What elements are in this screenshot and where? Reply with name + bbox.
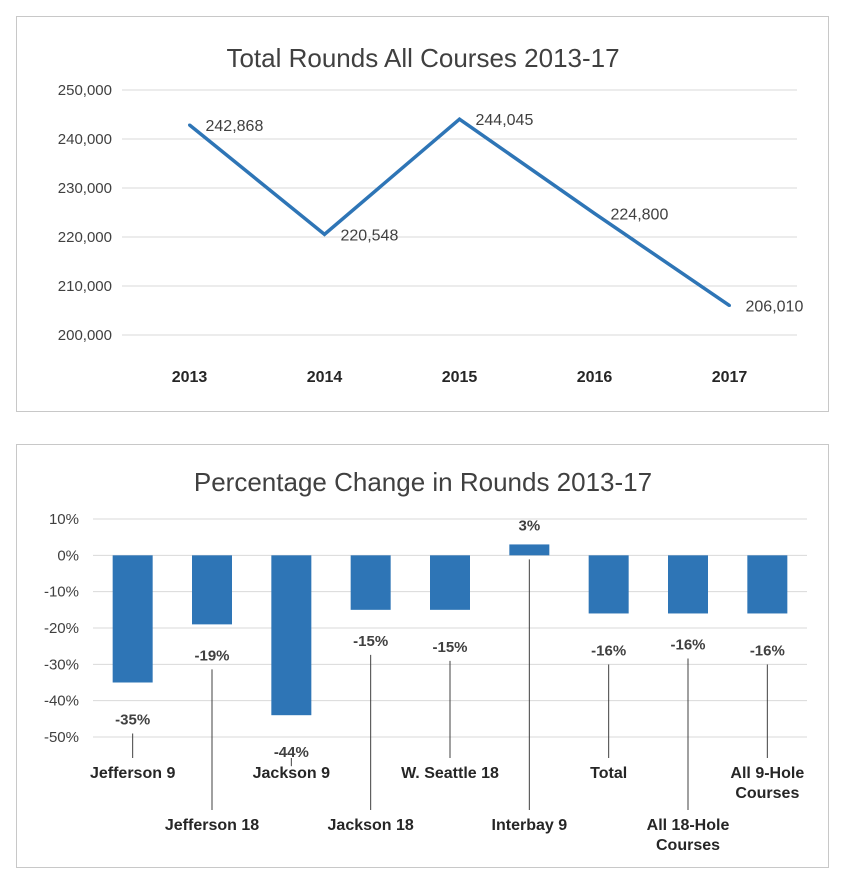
data-label: -15%	[353, 633, 388, 650]
x-tick-label: 2016	[577, 369, 613, 386]
y-tick-label: -10%	[44, 584, 79, 601]
bar	[192, 555, 232, 625]
bar-chart: Percentage Change in Rounds 2013-17 10% 0%…	[44, 467, 807, 854]
data-point	[593, 211, 596, 215]
x-tick-label: W. Seattle 18	[401, 765, 499, 782]
line-chart: Total Rounds All Courses 2013-17 200,000 2…	[58, 43, 804, 386]
y-tick-label: -40%	[44, 693, 79, 710]
y-tick-label: 10%	[49, 511, 79, 528]
bar	[588, 555, 629, 614]
y-tick-label: 210,000	[58, 278, 112, 295]
data-label: -16%	[750, 642, 785, 659]
x-tick-label: Interbay 9	[492, 817, 568, 834]
data-point	[728, 304, 731, 308]
chart-title: Total Rounds All Courses 2013-17	[226, 43, 619, 73]
y-tick-label: -50%	[44, 729, 79, 746]
x-tick-label: 2013	[172, 369, 208, 386]
x-tick-label: All 9-Hole	[730, 765, 804, 782]
bar	[747, 555, 788, 614]
x-tick-label: Total	[590, 765, 627, 782]
y-tick-label: 0%	[57, 547, 79, 564]
x-tick-label: Courses	[735, 785, 799, 802]
data-label: 206,010	[746, 299, 804, 316]
y-tick-label: 220,000	[58, 229, 112, 246]
y-tick-label: 250,000	[58, 82, 112, 99]
bar	[509, 544, 550, 556]
x-tick-label: 2014	[307, 369, 343, 386]
bar	[112, 555, 153, 683]
data-point	[188, 123, 191, 127]
bar	[350, 555, 391, 610]
bar	[271, 555, 312, 716]
data-label: 3%	[518, 517, 540, 534]
x-tick-label: Courses	[656, 837, 720, 854]
data-label: -15%	[432, 639, 467, 656]
x-tick-label: Jefferson 9	[90, 765, 175, 782]
data-label: -44%	[274, 744, 309, 761]
bar	[668, 555, 708, 614]
y-tick-label: -30%	[44, 656, 79, 673]
y-tick-label: -20%	[44, 620, 79, 637]
x-tick-label: Jefferson 18	[165, 817, 259, 834]
x-tick-label: All 18-Hole	[647, 817, 730, 834]
x-tick-label: 2015	[442, 369, 478, 386]
y-tick-label: 200,000	[58, 327, 112, 344]
chart-title: Percentage Change in Rounds 2013-17	[194, 467, 652, 497]
data-label: 244,045	[476, 112, 534, 129]
data-label: -35%	[115, 712, 150, 729]
data-label: -19%	[194, 647, 229, 664]
data-point	[323, 232, 326, 236]
data-label: -16%	[591, 642, 626, 659]
x-tick-label: Jackson 18	[328, 817, 414, 834]
bar-chart-panel: Percentage Change in Rounds 2013-17 10% 0%…	[16, 444, 829, 868]
data-label: 242,868	[206, 118, 264, 135]
data-point	[458, 117, 461, 121]
x-tick-label: 2017	[712, 369, 748, 386]
data-label: 220,548	[341, 227, 399, 244]
data-label: 224,800	[611, 206, 669, 223]
data-label: -16%	[670, 636, 705, 653]
y-tick-label: 240,000	[58, 131, 112, 148]
x-tick-label: Jackson 9	[253, 765, 330, 782]
bar	[430, 555, 470, 610]
y-tick-label: 230,000	[58, 180, 112, 197]
line-chart-panel: Total Rounds All Courses 2013-17 200,000 2…	[16, 16, 829, 412]
